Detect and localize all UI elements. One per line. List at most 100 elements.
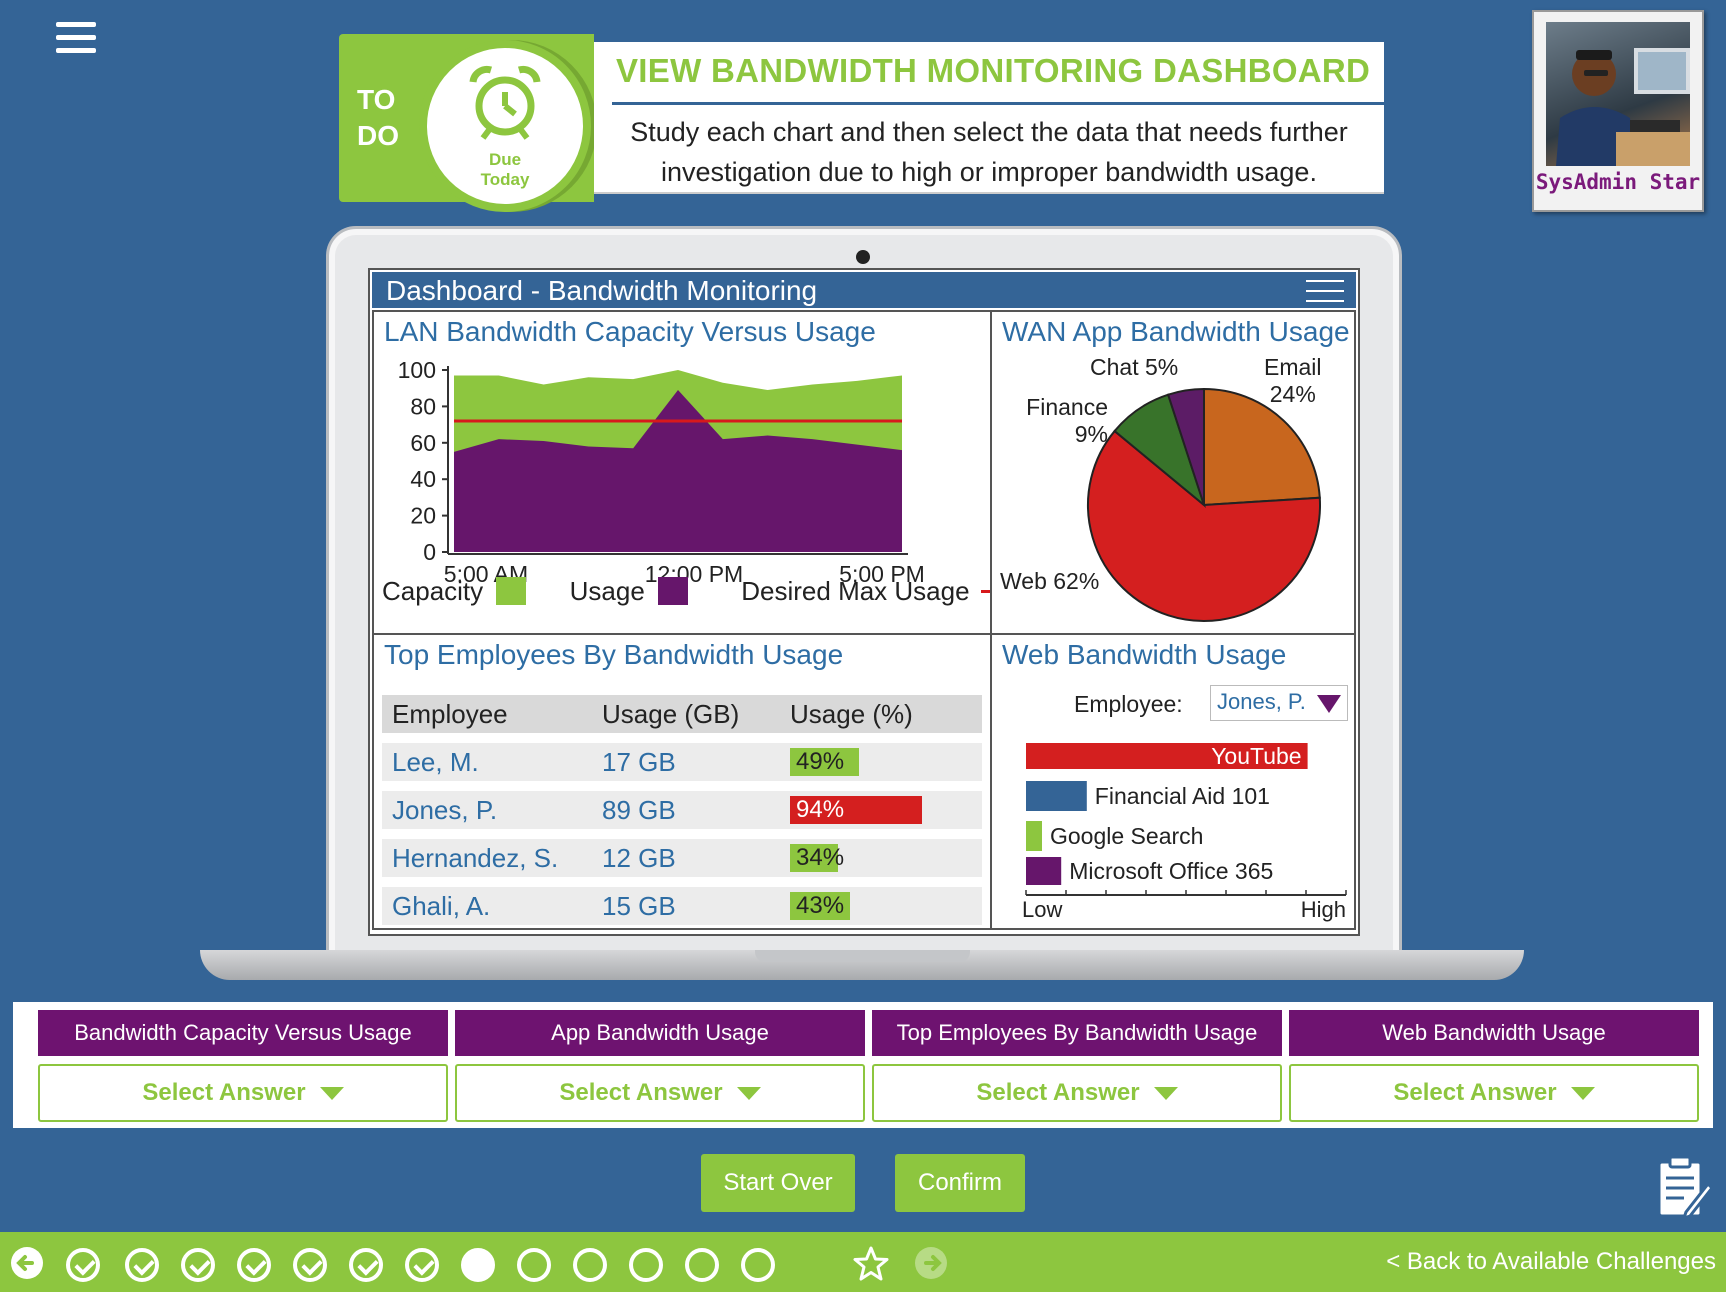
col-usage-pct: Usage (%) <box>790 699 913 729</box>
select-answer-label: Select Answer <box>142 1079 306 1106</box>
pending-step-icon[interactable] <box>741 1248 775 1282</box>
web-bar <box>1026 857 1062 885</box>
legend-usage-swatch <box>658 577 689 605</box>
legend-desired-label: Desired Max Usage <box>741 576 970 606</box>
employee-filter-value: Jones, P. <box>1217 689 1306 714</box>
select-answer-employees[interactable]: Select Answer <box>872 1064 1282 1122</box>
challenge-instructions: Study each chart and then select the dat… <box>604 112 1374 192</box>
completed-step-icon[interactable] <box>66 1248 100 1282</box>
todo-panel: VIEW BANDWIDTH MONITORING DASHBOARD Stud… <box>594 42 1402 194</box>
title-divider <box>612 102 1402 105</box>
web-usage-title: Web Bandwidth Usage <box>1002 639 1287 670</box>
instruction-line2: investigation due to high or improper ba… <box>661 157 1317 187</box>
web-bar-chart: YouTube Financial Aid 101 Google Search Mic… <box>1022 743 1347 922</box>
usage-pct-bar: 94% <box>790 796 922 824</box>
usage-pct-bar: 34% <box>790 844 844 872</box>
answer-zone: Bandwidth Capacity Versus Usage App Band… <box>13 1002 1713 1128</box>
dashboard-screen: Dashboard - Bandwidth Monitoring LAN Ban… <box>368 268 1360 936</box>
table-row[interactable]: Jones, P. 89 GB 94% <box>382 791 982 829</box>
star-icon[interactable] <box>852 1245 890 1283</box>
completed-step-icon[interactable] <box>405 1248 439 1282</box>
completed-step-icon[interactable] <box>293 1248 327 1282</box>
pending-step-icon[interactable] <box>629 1248 663 1282</box>
y-tick-label: 20 <box>410 503 436 529</box>
pie-label-finance-pct: 9% <box>1074 421 1108 447</box>
usage-area <box>454 390 902 552</box>
employees-title: Top Employees By Bandwidth Usage <box>384 639 844 670</box>
web-usage-pane: Web Bandwidth Usage Employee: Jones, P. … <box>990 633 1356 930</box>
person-at-computer-icon <box>1556 48 1690 166</box>
usage-pct-bar: 43% <box>790 892 851 920</box>
avatar-photo <box>1546 22 1690 166</box>
wan-pie-chart <box>1087 387 1321 622</box>
back-to-challenges-link[interactable]: < Back to Available Challenges <box>1386 1248 1716 1275</box>
legend-capacity-label: Capacity <box>382 576 484 606</box>
table-row[interactable]: Lee, M. 17 GB 49% <box>382 743 982 781</box>
dashboard-title: Dashboard - Bandwidth Monitoring <box>386 275 818 306</box>
y-tick-label: 80 <box>410 393 436 419</box>
dashboard-header: Dashboard - Bandwidth Monitoring <box>372 272 1356 308</box>
progress-nav: < Back to Available Challenges <box>0 1232 1726 1292</box>
y-tick-label: 100 <box>398 357 436 383</box>
pending-step-icon[interactable] <box>685 1248 719 1282</box>
chevron-down-icon <box>736 1087 761 1101</box>
select-answer-app[interactable]: Select Answer <box>455 1064 865 1122</box>
chevron-down-icon <box>1153 1087 1178 1101</box>
pending-step-icon[interactable] <box>573 1248 607 1282</box>
col-usage-gb: Usage (GB) <box>602 699 740 729</box>
lan-legend: Capacity Usage Desired Max Usage <box>382 576 1009 607</box>
col-employee: Employee <box>392 699 508 729</box>
employee-name: Hernandez, S. <box>392 843 559 873</box>
table-header: Employee Usage (GB) Usage (%) <box>382 695 982 733</box>
forward-arrow-icon[interactable] <box>914 1246 948 1280</box>
current-step-icon[interactable] <box>461 1248 495 1282</box>
pie-label-finance: Finance <box>1026 394 1108 420</box>
usage-pct-label: 34% <box>796 844 845 871</box>
category-app: App Bandwidth Usage <box>455 1010 865 1056</box>
web-bar-label: Financial Aid 101 <box>1095 783 1270 809</box>
web-bar-label: Google Search <box>1050 823 1203 849</box>
web-bar <box>1026 781 1087 811</box>
y-tick-label: 0 <box>423 539 436 565</box>
table-row[interactable]: Hernandez, S. 12 GB 34% <box>382 839 982 877</box>
due-today-badge: Due Today <box>419 40 591 212</box>
completed-step-icon[interactable] <box>349 1248 383 1282</box>
todo-label-line2: DO <box>357 120 399 151</box>
category-lan: Bandwidth Capacity Versus Usage <box>38 1010 448 1056</box>
avatar-card: SysAdmin Star <box>1532 10 1704 212</box>
avatar-name: SysAdmin Star <box>1535 170 1701 194</box>
alarm-clock-icon <box>469 65 541 140</box>
select-answer-web[interactable]: Select Answer <box>1289 1064 1699 1122</box>
web-axis-high: High <box>1301 897 1346 922</box>
web-bar-label: Microsoft Office 365 <box>1069 858 1273 884</box>
confirm-button[interactable]: Confirm <box>895 1154 1025 1212</box>
pie-label-web: Web 62% <box>1000 568 1100 594</box>
web-bar-label: YouTube <box>1211 743 1301 769</box>
usage-pct-label: 49% <box>796 748 845 775</box>
notes-icon[interactable] <box>1656 1154 1715 1221</box>
y-tick-label: 60 <box>410 430 436 456</box>
pie-label-email: Email <box>1264 354 1322 380</box>
due-line1: Due <box>488 150 522 169</box>
table-row[interactable]: Ghali, A. 15 GB 43% <box>382 887 982 925</box>
completed-step-icon[interactable] <box>237 1248 271 1282</box>
usage-gb: 12 GB <box>602 843 676 873</box>
main-menu-icon[interactable] <box>56 22 96 56</box>
pending-step-icon[interactable] <box>517 1248 551 1282</box>
due-line2: Today <box>480 170 530 189</box>
start-over-button[interactable]: Start Over <box>701 1154 855 1212</box>
select-answer-lan[interactable]: Select Answer <box>38 1064 448 1122</box>
lan-chart-pane: LAN Bandwidth Capacity Versus Usage 0 20 4… <box>372 310 1009 635</box>
legend-capacity-swatch <box>496 577 527 605</box>
employee-filter-select[interactable]: Jones, P. <box>1210 685 1348 721</box>
table-body: Lee, M. 17 GB 49% Jones, P. 89 GB 94% Hernande… <box>382 743 982 925</box>
x-tick-label: 5:00 PM <box>839 561 925 587</box>
dashboard-menu-icon[interactable] <box>1306 280 1344 310</box>
pie-slice-chat <box>1166 387 1205 506</box>
challenge-title: VIEW BANDWIDTH MONITORING DASHBOARD <box>616 52 1371 89</box>
pie-slice-web <box>1087 429 1321 622</box>
completed-step-icon[interactable] <box>125 1248 159 1282</box>
back-arrow-icon[interactable] <box>10 1246 44 1280</box>
completed-step-icon[interactable] <box>181 1248 215 1282</box>
